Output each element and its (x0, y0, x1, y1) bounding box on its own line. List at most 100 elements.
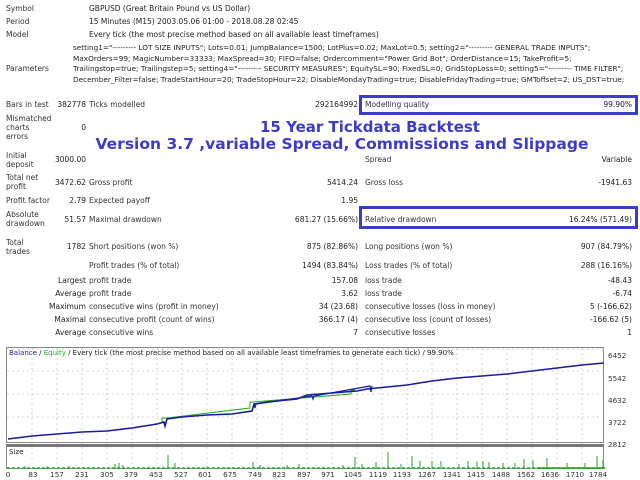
x-tick: 1784 (588, 470, 608, 479)
ticks-label: Ticks modelled (89, 100, 146, 109)
deposit-label-1: Initial (6, 151, 27, 160)
row-right-value: -166.62 (5) (590, 315, 632, 324)
x-tick: 231 (75, 470, 89, 479)
x-tick: 1193 (392, 470, 412, 479)
row-left-label: profit trade (89, 289, 132, 298)
x-tick: 601 (198, 470, 212, 479)
legend-separator: / (36, 349, 44, 357)
abs-dd-label-1: Absolute (6, 210, 39, 219)
row-right-value: 1 (627, 328, 632, 337)
rel-dd-label: Relative drawdown (365, 215, 437, 224)
parameters-value: setting1="--------- LOT SIZE INPUTS"; Lo… (73, 43, 625, 84)
x-tick: 1267 (417, 470, 437, 479)
chart-header: Balance / Equity / Every tick (the most … (9, 348, 454, 358)
row-prefix: Maximal (54, 315, 86, 324)
gross-loss-value: -1941.63 (598, 178, 632, 187)
deposit-value: 3000.00 (54, 155, 86, 164)
row-right-value: 5 (-166.62) (590, 302, 632, 311)
modelling-quality-highlight (359, 95, 638, 115)
x-tick: 1562 (516, 470, 536, 479)
row-prefix: Largest (58, 276, 86, 285)
abs-dd-value: 51.57 (64, 215, 86, 224)
total-trades-value: 1782 (66, 242, 86, 251)
row-right-value: -6.74 (612, 289, 632, 298)
y-tick: 5542 (608, 374, 627, 383)
x-tick: 157 (50, 470, 64, 479)
row-right-label: consecutive losses (loss in money) (365, 302, 496, 311)
row-left-value: 7 (353, 328, 358, 337)
mismatched-value: 0 (81, 123, 86, 132)
short-positions-label: Short positions (won %) (89, 242, 179, 251)
profit-factor-label: Profit factor (6, 196, 50, 205)
mismatched-label-1: Mismatched (6, 114, 52, 123)
x-tick: 1341 (442, 470, 462, 479)
profit-trades-value: 1494 (83.84%) (302, 261, 358, 270)
short-positions-value: 875 (82.86%) (306, 242, 358, 251)
total-trades-label-2: trades (6, 247, 30, 256)
model-label: Model (6, 30, 29, 39)
x-tick: 1710 (565, 470, 585, 479)
quality-label: Modelling quality (365, 100, 430, 109)
balance-equity-chart (6, 347, 605, 444)
size-chart-svg (7, 447, 605, 469)
x-tick: 823 (272, 470, 286, 479)
spread-value: Variable (601, 155, 632, 164)
symbol-value: GBPUSD (Great Britain Pound vs US Dollar… (89, 4, 251, 13)
loss-trades-label: Loss trades (% of total) (365, 261, 453, 270)
x-tick: 527 (174, 470, 188, 479)
net-profit-value: 3472.62 (54, 178, 86, 187)
total-trades-label-1: Total (6, 238, 24, 247)
row-prefix: Average (55, 328, 86, 337)
size-chart (6, 444, 605, 469)
overlay-title-line-2: Version 3.7 ,variable Spread, Commission… (95, 135, 589, 153)
period-value: 15 Minutes (M15) 2003.05.06 01:00 - 2018… (89, 17, 299, 26)
bars-value: 382778 (57, 100, 86, 109)
x-tick: 897 (297, 470, 311, 479)
x-tick: 1415 (466, 470, 486, 479)
x-tick: 1636 (540, 470, 560, 479)
long-positions-value: 907 (84.79%) (580, 242, 632, 251)
row-left-value: 366.17 (4) (318, 315, 358, 324)
x-tick: 749 (248, 470, 262, 479)
expected-payoff-value: 1.95 (341, 196, 358, 205)
x-tick: 83 (28, 470, 38, 479)
mismatched-label-2: charts (6, 123, 30, 132)
ticks-value: 292164992 (315, 100, 358, 109)
row-prefix: Average (55, 289, 86, 298)
x-tick: 379 (124, 470, 138, 479)
symbol-label: Symbol (6, 4, 34, 13)
legend-balance: Balance (9, 349, 37, 357)
expected-payoff-label: Expected payoff (89, 196, 150, 205)
net-profit-label-2: profit (6, 182, 26, 191)
spread-label: Spread (365, 155, 392, 164)
max-dd-value: 681.27 (15.66%) (294, 215, 358, 224)
abs-dd-label-2: drawdown (6, 219, 45, 228)
row-left-value: 157.08 (331, 276, 358, 285)
y-tick: 2812 (608, 440, 627, 449)
relative-drawdown-highlight (359, 206, 638, 229)
gross-profit-value: 5414.24 (326, 178, 358, 187)
x-tick: 0 (5, 470, 11, 479)
row-right-label: consecutive loss (count of losses) (365, 315, 492, 324)
parameters-label: Parameters (6, 64, 49, 73)
balance-chart-svg (7, 348, 605, 444)
x-tick: 305 (100, 470, 114, 479)
rel-dd-value: 16.24% (571.49) (568, 215, 632, 224)
mismatched-label-3: errors (6, 132, 29, 141)
y-tick: 4632 (608, 396, 627, 405)
legend-equity: Equity (43, 349, 66, 357)
row-right-label: loss trade (365, 289, 402, 298)
max-dd-label: Maximal drawdown (89, 215, 162, 224)
profit-trades-label: Profit trades (% of total) (89, 261, 180, 270)
x-tick: 453 (149, 470, 163, 479)
legend-description: / Every tick (the most precise method ba… (65, 349, 454, 357)
period-label: Period (6, 17, 30, 26)
model-value: Every tick (the most precise method base… (89, 30, 379, 39)
row-left-label: profit trade (89, 276, 132, 285)
x-tick: 1119 (368, 470, 388, 479)
row-left-value: 34 (23.68) (318, 302, 358, 311)
loss-trades-value: 288 (16.16%) (580, 261, 632, 270)
gross-profit-label: Gross profit (89, 178, 133, 187)
row-right-label: loss trade (365, 276, 402, 285)
row-prefix: Maximum (49, 302, 86, 311)
